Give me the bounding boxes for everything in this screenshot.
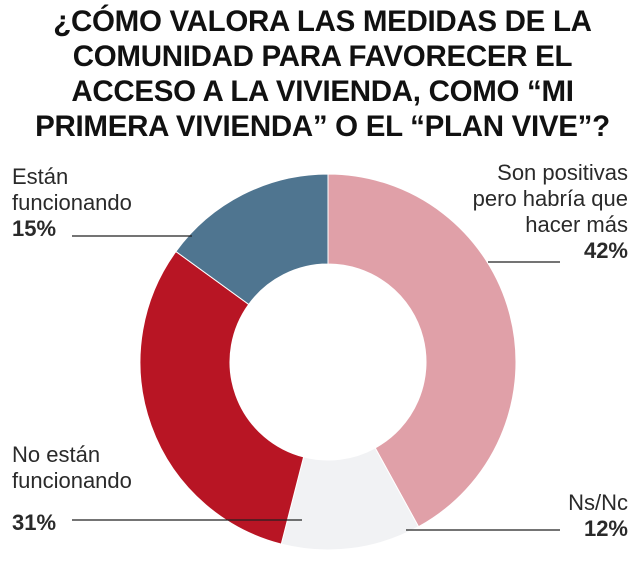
label-nsnc: Ns/Nc 12% — [568, 490, 628, 542]
label-positivas-pct: 42% — [583, 238, 628, 263]
chart-title: ¿Cómo valora las medidas de la Comunidad… — [35, 5, 610, 143]
label-funcionando-line1: Están — [12, 164, 69, 189]
donut-slice-3 — [175, 173, 329, 306]
label-positivas: Son positivas pero habría que hacer más … — [473, 160, 628, 264]
label-positivas-line2: pero habría que — [472, 186, 628, 211]
donut-slices — [139, 173, 517, 551]
label-nsnc-pct: 12% — [583, 516, 628, 541]
label-no-funcionando-line2: funcionando — [12, 468, 132, 493]
label-funcionando-pct: 15% — [12, 216, 57, 241]
label-positivas-line3: hacer más — [525, 212, 628, 237]
label-positivas-line1: Son positivas — [497, 160, 628, 185]
leader-lines — [72, 235, 560, 531]
label-nsnc-line1: Ns/Nc — [568, 490, 628, 515]
donut-slice-2 — [139, 250, 305, 545]
label-funcionando-line2: funcionando — [12, 190, 132, 215]
label-no-funcionando-pct: 31% — [12, 510, 57, 535]
label-funcionando: Están funcionando 15% — [12, 164, 132, 242]
donut-slice-0 — [327, 173, 517, 528]
label-no-funcionando-line1: No están — [12, 442, 101, 467]
label-no-funcionando: No están funcionando 31% — [12, 442, 132, 536]
